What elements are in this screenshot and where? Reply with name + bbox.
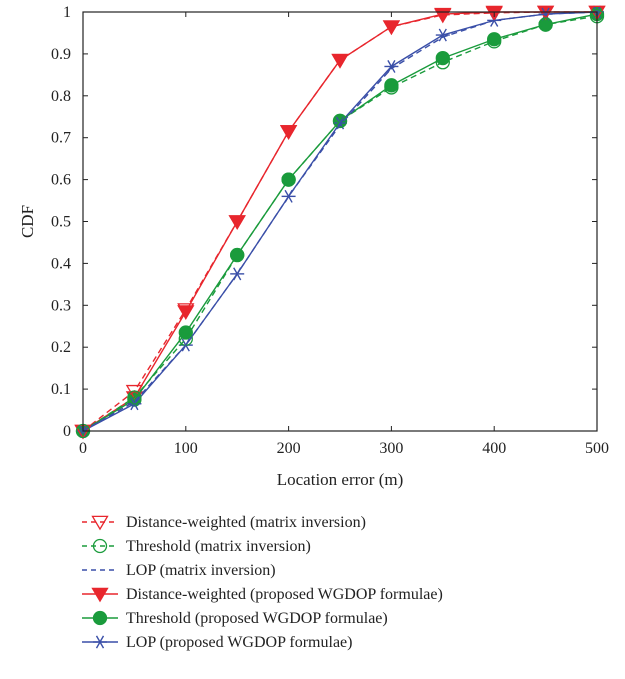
y-tick-label: 0.2 bbox=[51, 339, 71, 356]
data-point bbox=[281, 189, 296, 203]
y-tick-label: 0.4 bbox=[51, 255, 71, 272]
legend-marker bbox=[92, 610, 108, 626]
y-tick-label: 0.6 bbox=[51, 172, 71, 189]
legend: Distance-weighted (matrix inversion) Thre… bbox=[82, 514, 443, 651]
x-tick-label: 500 bbox=[585, 440, 609, 457]
x-tick-label: 100 bbox=[174, 440, 198, 457]
legend-marker bbox=[93, 635, 107, 649]
x-axis-title: Location error (m) bbox=[277, 470, 404, 489]
axes: 0 100 200 300 400 500 0 0.1 0.2 0.3 0.4 0.5 0.6 0.7 0.… bbox=[18, 4, 609, 489]
legend-entry: Threshold (proposed WGDOP formulae) bbox=[82, 610, 388, 627]
legend-entry: Distance-weighted (proposed WGDOP formul… bbox=[82, 586, 443, 603]
series-line bbox=[82, 11, 597, 432]
data-point bbox=[279, 125, 298, 140]
data-point bbox=[538, 17, 553, 32]
x-tick-label: 0 bbox=[79, 440, 87, 457]
data-point bbox=[177, 303, 195, 318]
y-tick-label: 0.3 bbox=[51, 297, 71, 314]
data-point bbox=[384, 60, 399, 73]
data-point bbox=[434, 8, 452, 24]
data-point bbox=[331, 53, 349, 69]
data-point bbox=[230, 247, 245, 263]
legend-label: Distance-weighted (matrix inversion) bbox=[126, 514, 366, 531]
y-tick-label: 0.7 bbox=[51, 130, 71, 147]
data-point bbox=[536, 5, 555, 21]
legend-label: LOP (matrix inversion) bbox=[126, 562, 276, 579]
legend-entry: LOP (matrix inversion) bbox=[82, 562, 276, 579]
series-line bbox=[82, 11, 598, 432]
x-tick-label: 200 bbox=[277, 440, 301, 457]
legend-entry: LOP (proposed WGDOP formulae) bbox=[82, 634, 352, 651]
data-point bbox=[435, 55, 450, 70]
series-line bbox=[82, 15, 598, 432]
data-point bbox=[127, 390, 142, 405]
y-tick-label: 0.1 bbox=[51, 381, 71, 398]
data-point bbox=[281, 172, 296, 187]
data-point bbox=[487, 34, 502, 49]
legend-marker bbox=[91, 515, 109, 531]
y-tick-label: 0.9 bbox=[51, 46, 71, 63]
data-point bbox=[384, 80, 399, 95]
legend-marker bbox=[91, 587, 109, 603]
legend-label: Threshold (proposed WGDOP formulae) bbox=[126, 610, 388, 627]
y-tick-label: 0 bbox=[63, 423, 71, 440]
legend-label: Threshold (matrix inversion) bbox=[126, 538, 311, 555]
y-tick-label: 0.5 bbox=[51, 214, 71, 231]
legend-label: Distance-weighted (proposed WGDOP formul… bbox=[126, 586, 443, 603]
data-point bbox=[332, 113, 348, 129]
x-tick-label: 300 bbox=[379, 440, 403, 457]
y-axis-title: CDF bbox=[18, 205, 37, 238]
data-point bbox=[382, 20, 401, 36]
legend-entry: Distance-weighted (matrix inversion) bbox=[82, 514, 366, 531]
legend-marker bbox=[92, 538, 108, 554]
y-tick-label: 1 bbox=[63, 4, 71, 21]
data-point bbox=[279, 125, 298, 140]
data-point bbox=[228, 215, 246, 230]
legend-entry: Threshold (matrix inversion) bbox=[82, 538, 311, 555]
data-point bbox=[485, 6, 503, 22]
data-point bbox=[435, 50, 450, 66]
y-tick-label: 0.8 bbox=[51, 88, 71, 105]
legend-label: LOP (proposed WGDOP formulae) bbox=[126, 634, 352, 651]
data-point bbox=[435, 28, 450, 42]
plot-area bbox=[74, 5, 606, 440]
x-tick-label: 400 bbox=[482, 440, 506, 457]
